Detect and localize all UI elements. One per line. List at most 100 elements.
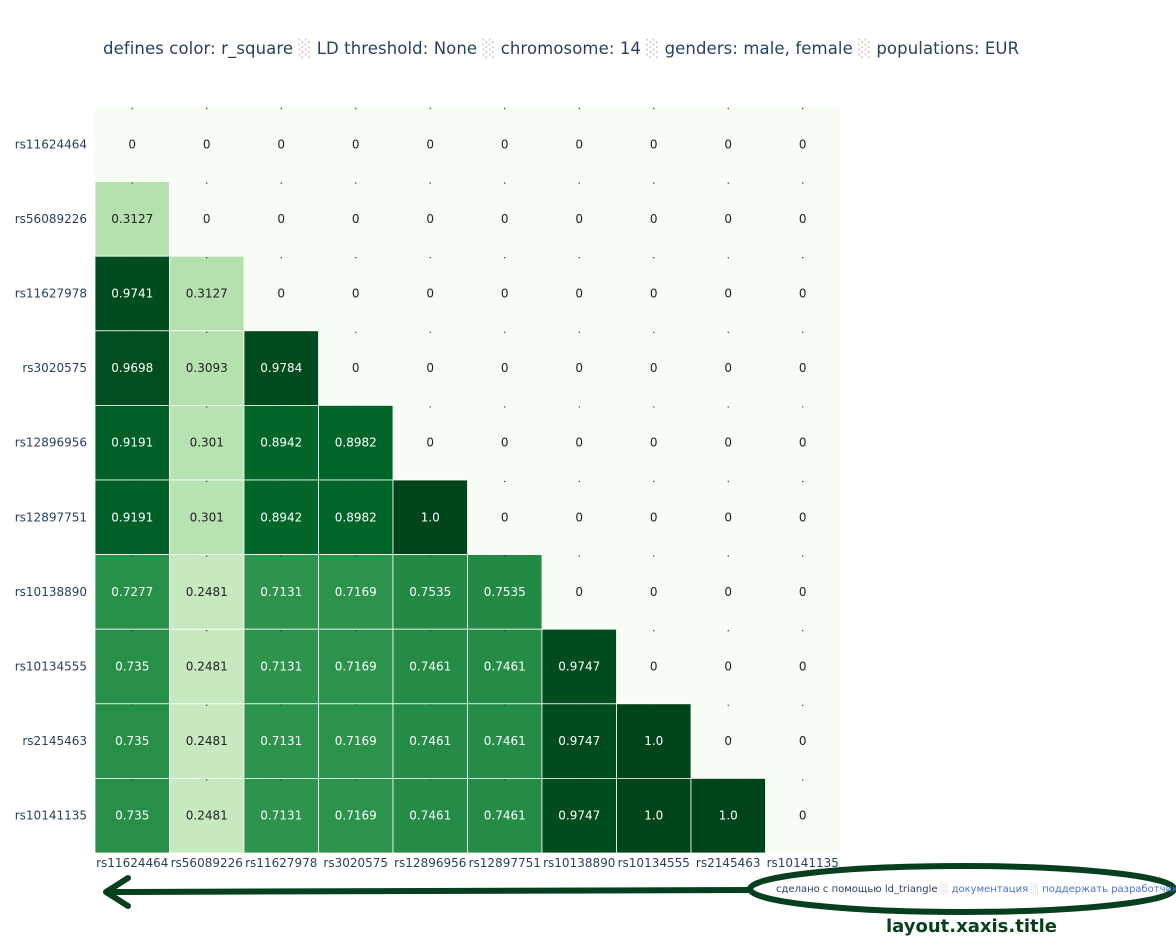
- heatmap-cell: [94, 330, 170, 406]
- cell-value: 0: [724, 436, 732, 450]
- cell-value: 0.3093: [186, 361, 228, 375]
- cell-value: 0: [277, 137, 285, 151]
- cell-value: 1.0: [644, 734, 663, 748]
- y-tick-label: rs12896956: [15, 436, 87, 450]
- cell-dot: [355, 182, 357, 184]
- heatmap-cell: [765, 480, 840, 555]
- cell-value: 0: [799, 137, 807, 151]
- cell-dot: [578, 704, 580, 706]
- cell-value: 0.9747: [558, 734, 600, 748]
- heatmap-cell: [765, 405, 840, 480]
- cell-dot: [578, 555, 580, 557]
- cell-dot: [280, 107, 282, 110]
- cell-value: 0.7169: [335, 660, 377, 674]
- x-title-separator: ░: [940, 884, 949, 895]
- heatmap-cell: [94, 479, 170, 555]
- cell-dot: [802, 630, 804, 632]
- cell-dot: [206, 406, 208, 408]
- heatmap-cell: [616, 330, 691, 406]
- cell-dot: [206, 107, 208, 110]
- cell-value: 0: [724, 287, 732, 301]
- cell-dot: [131, 406, 133, 408]
- heatmap-cell: [392, 778, 468, 854]
- cell-dot: [578, 182, 580, 184]
- cell-value: 0.9784: [260, 361, 302, 375]
- cell-value: 0: [575, 585, 583, 599]
- cell-value: 0: [724, 734, 732, 748]
- cell-value: 0.9191: [111, 436, 153, 450]
- heatmap-cell: [616, 107, 691, 182]
- cell-dot: [131, 182, 133, 184]
- cell-value: 0: [650, 585, 658, 599]
- cell-value: 0: [799, 585, 807, 599]
- cell-dot: [504, 779, 506, 781]
- heatmap-cells: 0 0 0 0 0 0 0 0 0 0 0.3127 0 0 0 0 0 0 0 0 0 0.9741 0.3127 0 0 0…: [94, 107, 840, 854]
- cell-dot: [578, 480, 580, 483]
- cell-dot: [131, 779, 133, 781]
- heatmap-cell: [94, 778, 170, 854]
- cell-value: 0: [724, 660, 732, 674]
- heatmap-cell: [765, 330, 840, 406]
- cell-value: 0: [724, 361, 732, 375]
- heatmap-cell: [94, 703, 170, 779]
- y-tick-label: rs10134555: [15, 660, 87, 674]
- heatmap-cell: [169, 479, 245, 555]
- title-chromosome-part: chromosome: 14: [500, 39, 642, 58]
- heatmap-cell: [94, 628, 170, 705]
- heatmap-cell: [318, 181, 393, 257]
- heatmap-cell: [169, 107, 244, 182]
- cell-value: 0: [128, 137, 136, 151]
- x-tick-label: rs56089226: [171, 856, 243, 870]
- title-populations-part: populations: EUR: [876, 39, 1020, 58]
- cell-dot: [504, 480, 506, 483]
- heatmap-cell: [691, 330, 766, 406]
- cell-dot: [131, 555, 133, 557]
- heatmap-cell: [244, 256, 319, 331]
- cell-dot: [355, 107, 357, 110]
- cell-dot: [653, 630, 655, 632]
- cell-value: 0: [426, 287, 434, 301]
- heatmap-cell: [467, 778, 543, 854]
- cell-dot: [802, 555, 804, 557]
- heatmap-cell: [393, 256, 468, 331]
- cell-dot: [504, 182, 506, 184]
- cell-value: 0: [724, 510, 732, 524]
- heatmap-cell: [541, 778, 617, 854]
- heatmap-cell: [467, 181, 542, 257]
- docs-link[interactable]: документация: [951, 884, 1029, 895]
- cell-dot: [578, 331, 580, 333]
- cell-value: 1.0: [421, 510, 440, 524]
- cell-value: 0: [501, 510, 509, 524]
- cell-value: 0: [426, 361, 434, 375]
- chart-title: defines color: r_square ░ LD threshold: …: [103, 39, 1019, 58]
- cell-value: 0: [352, 287, 360, 301]
- heatmap-cell: [616, 629, 691, 704]
- cell-dot: [131, 704, 133, 706]
- cell-dot: [280, 704, 282, 706]
- heatmap-cell: [392, 628, 468, 705]
- cell-value: 0: [650, 287, 658, 301]
- support-link[interactable]: поддержать разработчика: [1042, 884, 1176, 895]
- x-tick-label: rs12896956: [394, 856, 466, 870]
- title-separator: ░: [646, 39, 660, 58]
- cell-dot: [727, 331, 729, 333]
- cell-value: 0: [799, 212, 807, 226]
- cell-dot: [802, 257, 804, 259]
- cell-dot: [727, 480, 729, 483]
- heatmap-cell: [392, 479, 468, 555]
- heatmap-cell: [318, 778, 394, 854]
- heatmap-cell: [542, 330, 617, 406]
- cell-dot: [280, 480, 282, 483]
- cell-value: 0.7131: [260, 809, 302, 823]
- cell-dot: [504, 107, 506, 110]
- heatmap-cell: [616, 405, 691, 480]
- made-with-text: сделано с помощью ld_triangle: [776, 884, 938, 895]
- cell-dot: [206, 779, 208, 781]
- cell-value: 0: [799, 361, 807, 375]
- heatmap-cell: [318, 256, 393, 331]
- cell-value: 0: [724, 212, 732, 226]
- heatmap-cell: [467, 256, 542, 331]
- cell-value: 0.7131: [260, 660, 302, 674]
- cell-value: 0.9191: [111, 510, 153, 524]
- cell-dot: [429, 480, 431, 483]
